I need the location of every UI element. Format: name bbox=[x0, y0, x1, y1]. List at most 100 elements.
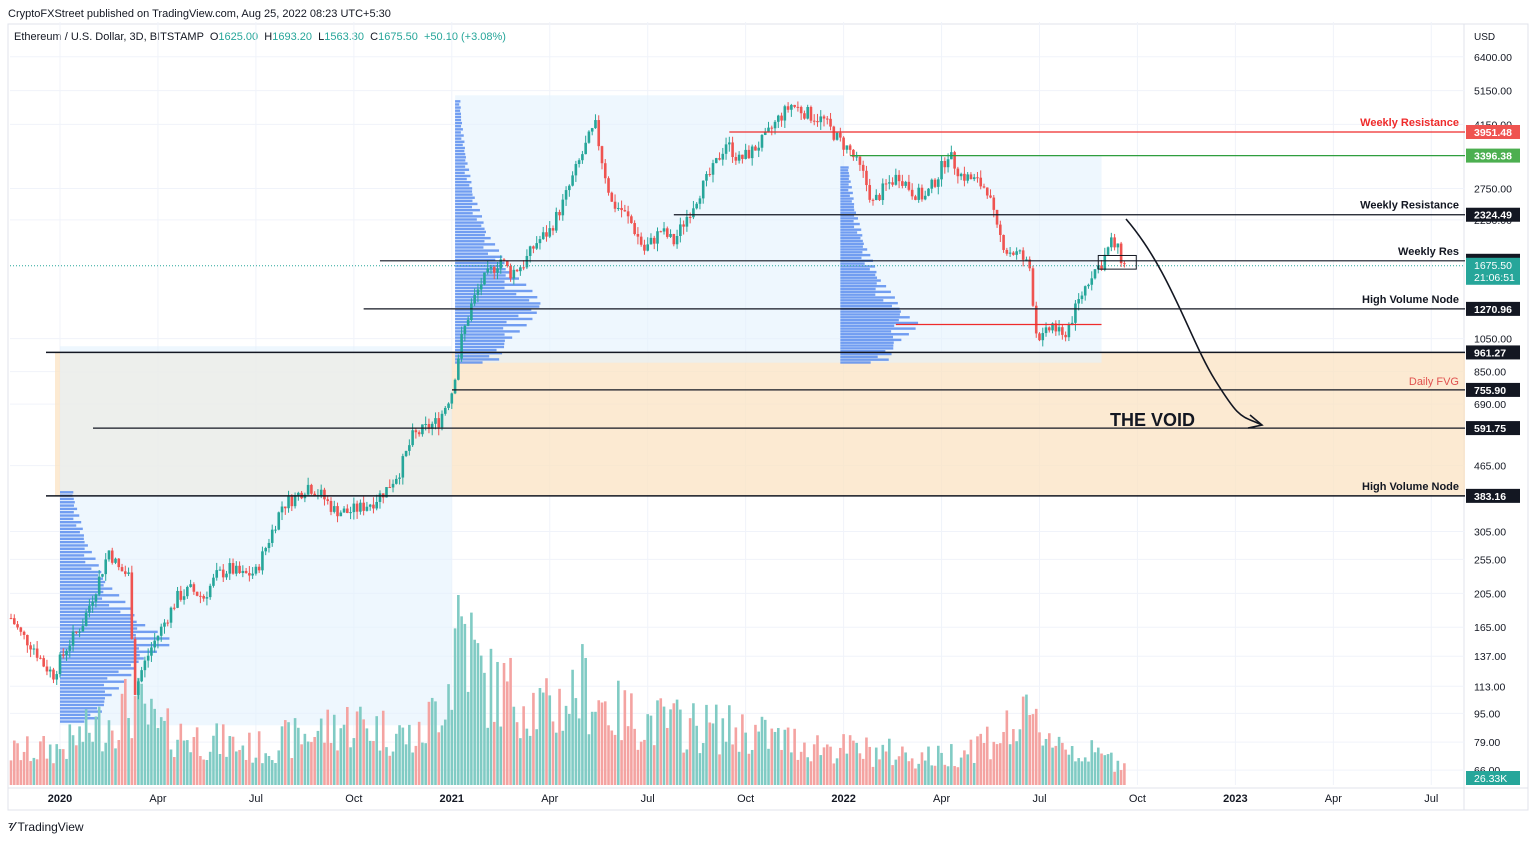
volume-bar bbox=[812, 744, 816, 785]
candle-body bbox=[137, 681, 140, 695]
vp-2022-bar bbox=[840, 296, 895, 299]
candle-body bbox=[643, 244, 646, 251]
volume-bar bbox=[1012, 729, 1015, 785]
volume-bar bbox=[901, 746, 904, 785]
volume-bar bbox=[492, 721, 496, 785]
candle-body bbox=[388, 487, 392, 489]
vp-2022-bar bbox=[840, 174, 850, 178]
candle-body bbox=[202, 595, 205, 599]
volume-bar bbox=[649, 715, 653, 785]
candle-body bbox=[496, 268, 499, 273]
candle-body bbox=[297, 492, 300, 496]
volume-bar bbox=[32, 757, 36, 785]
vp-2022-bar bbox=[840, 220, 854, 223]
volume-bar bbox=[391, 751, 395, 785]
volume-bar bbox=[731, 744, 734, 785]
volume-bar bbox=[1018, 729, 1022, 785]
vp-2022-bar bbox=[840, 203, 855, 206]
vp-2021-bar bbox=[455, 180, 472, 184]
candle-body bbox=[267, 542, 271, 549]
candle-body bbox=[1123, 263, 1126, 265]
volume-bar bbox=[737, 751, 741, 785]
time-axis[interactable]: 2020 Apr Jul Oct 2021 Apr Jul Oct 2022 Apr Jul Oct 2… bbox=[48, 793, 1439, 805]
candle-body bbox=[679, 224, 682, 237]
volume-bar bbox=[1025, 694, 1028, 785]
volume-bar bbox=[1119, 770, 1123, 785]
vp-2021-bar bbox=[455, 140, 465, 143]
volume-bar bbox=[496, 661, 499, 785]
vp-2021-bar bbox=[455, 100, 461, 103]
time-tick: Jul bbox=[641, 793, 655, 805]
volume-bar bbox=[972, 762, 976, 785]
candle-body bbox=[492, 267, 496, 273]
volume-bar bbox=[241, 745, 245, 785]
vp-2020-bar bbox=[60, 700, 105, 703]
price-axis[interactable]: USD6400.005150.004150.002750.002250.0010… bbox=[1466, 32, 1520, 785]
candle-body bbox=[874, 194, 878, 200]
vp-2020-bar bbox=[60, 590, 104, 594]
volume-bar bbox=[793, 728, 796, 785]
volume-bar bbox=[375, 716, 379, 785]
vp-2021-bar bbox=[455, 308, 532, 311]
vp-2022-bar bbox=[840, 248, 868, 251]
candle-body bbox=[339, 512, 343, 517]
volume-bar bbox=[117, 740, 121, 785]
volume-bar bbox=[215, 723, 219, 785]
candle-body bbox=[767, 127, 770, 132]
volume-bar bbox=[150, 698, 153, 785]
candle-body bbox=[293, 495, 297, 507]
candle-body bbox=[861, 164, 865, 171]
candle-body bbox=[891, 182, 894, 185]
candle-body bbox=[773, 121, 777, 129]
vp-2022-bar bbox=[840, 268, 870, 271]
volume-bars bbox=[9, 595, 1126, 785]
candle-body bbox=[355, 503, 359, 512]
candle-body bbox=[1083, 286, 1087, 296]
vp-2022-bar bbox=[840, 287, 876, 291]
volume-bar bbox=[368, 740, 372, 785]
vp-2022-bar bbox=[840, 194, 850, 197]
candle-body bbox=[104, 559, 108, 575]
time-tick: Jul bbox=[249, 793, 263, 805]
volume-bar bbox=[652, 745, 656, 785]
vp-2021-bar bbox=[455, 339, 505, 342]
vp-2022-bar bbox=[840, 324, 895, 327]
volume-bar bbox=[329, 742, 333, 785]
volume-bar bbox=[97, 706, 101, 785]
candle-body bbox=[231, 563, 235, 574]
vp-2020-bar bbox=[60, 560, 86, 564]
vp-2022-bar bbox=[840, 183, 849, 186]
volume-bar bbox=[688, 718, 692, 785]
candle-body bbox=[81, 625, 85, 632]
vp-2020-bar bbox=[60, 697, 105, 700]
vp-2020-bar bbox=[60, 660, 139, 663]
candle-body bbox=[427, 424, 431, 429]
volume-bar bbox=[94, 716, 98, 785]
vp-2022-bar bbox=[840, 265, 876, 268]
time-tick: Apr bbox=[149, 793, 166, 805]
volume-bar bbox=[332, 714, 336, 785]
symbol-name[interactable]: Ethereum / U.S. Dollar, 3D, BITSTAMP bbox=[14, 31, 204, 43]
volume-bar bbox=[767, 748, 770, 785]
candle-body bbox=[812, 120, 816, 122]
vp-2020-bar bbox=[60, 517, 74, 521]
volume-bar bbox=[620, 740, 623, 785]
candle-body bbox=[124, 571, 127, 574]
annotations[interactable]: THE VOID bbox=[1097, 218, 1264, 430]
candle-body bbox=[522, 267, 525, 269]
volume-bar bbox=[891, 765, 894, 785]
candle-body bbox=[519, 267, 522, 272]
candle-body bbox=[868, 185, 872, 200]
vp-2020-bar bbox=[60, 594, 120, 597]
volume-bar bbox=[979, 733, 983, 785]
volume-bar bbox=[750, 749, 754, 785]
tradingview-logo[interactable]: ⁷⁄ TradingView bbox=[8, 819, 84, 834]
candle-body bbox=[172, 607, 176, 609]
volume-bar bbox=[78, 726, 81, 785]
vp-2021-bar bbox=[455, 112, 461, 115]
volume-bar bbox=[839, 747, 842, 785]
level-lines[interactable]: Weekly Resistance Weekly Resistance Weekly… bbox=[10, 117, 1465, 497]
candles[interactable] bbox=[9, 101, 1126, 700]
volume-bar bbox=[825, 744, 829, 785]
